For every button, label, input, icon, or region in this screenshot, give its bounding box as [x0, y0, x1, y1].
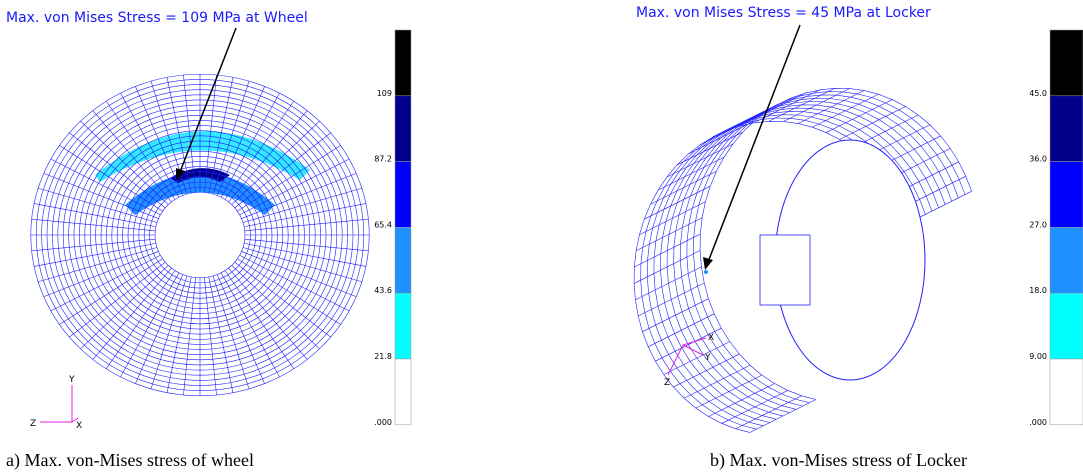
mesh-spoke — [229, 111, 308, 202]
mesh-line — [769, 88, 835, 121]
mesh-ring — [155, 192, 245, 278]
color-bar: 109 87.2 65.4 43.6 21.8 .000 — [374, 30, 411, 427]
arrow-head — [703, 257, 713, 270]
triad-label: Y — [68, 375, 75, 385]
color-bar-label: 109 — [377, 89, 392, 98]
mesh-spoke — [245, 239, 368, 251]
color-bar: 45.0 36.0 27.0 18.0 9.00 .000 — [1029, 30, 1083, 427]
color-bar-label: 65.4 — [374, 220, 392, 229]
color-bar-label: 87.2 — [374, 155, 392, 164]
color-bar-segment — [395, 162, 411, 228]
color-bar-segment — [1050, 293, 1083, 359]
mesh-line — [784, 88, 850, 121]
mesh-spoke — [243, 247, 362, 281]
mesh-spoke — [93, 111, 172, 202]
annotation: Max. von Mises Stress = 45 MPa at Locker — [636, 5, 931, 21]
triad-label: Z — [664, 378, 670, 388]
color-bar-label: 43.6 — [374, 286, 392, 295]
color-bar-segment — [395, 227, 411, 293]
caption: b) Max. von-Mises stress of Locker — [710, 450, 967, 471]
caption: a) Max. von-Mises stress of wheel — [6, 450, 254, 471]
color-bar-segment — [395, 359, 411, 425]
mesh-spoke — [242, 251, 357, 296]
stress-spot — [704, 270, 708, 274]
mesh-spoke — [204, 278, 216, 395]
color-bar-label: 45.0 — [1029, 89, 1047, 98]
color-bar-label: 36.0 — [1029, 155, 1047, 164]
mesh-spoke — [183, 278, 195, 395]
color-bar-segment — [1050, 359, 1083, 425]
color-bar-segment — [1050, 162, 1083, 228]
slot — [760, 235, 810, 305]
color-bar-segment — [1050, 30, 1083, 96]
mesh-spoke — [93, 268, 172, 359]
color-bar-label: 27.0 — [1029, 220, 1047, 229]
color-bar-segment — [395, 30, 411, 96]
mesh-line — [740, 93, 806, 126]
mesh-spoke — [167, 277, 191, 393]
mesh-line — [735, 396, 801, 429]
color-bar-segment — [395, 96, 411, 162]
color-bar-segment — [1050, 227, 1083, 293]
mesh-line — [642, 299, 708, 332]
mesh-spoke — [209, 277, 233, 393]
color-bar-segment — [395, 293, 411, 359]
mesh-spoke — [69, 262, 165, 337]
triad-label: Z — [30, 419, 36, 429]
mesh-spoke — [229, 268, 308, 359]
color-bar-label: 21.8 — [374, 352, 392, 361]
annotation: Max. von Mises Stress = 109 MPa at Wheel — [6, 10, 308, 26]
mesh-line — [635, 267, 701, 300]
figure: Max. von Mises Stress = 109 MPa at Wheel… — [0, 0, 1083, 473]
mesh-line — [684, 365, 750, 398]
mesh-spoke — [32, 219, 155, 231]
mesh-line — [677, 132, 743, 165]
mesh-spoke — [244, 243, 366, 266]
mesh-spoke — [235, 262, 331, 337]
color-bar-label: .000 — [374, 418, 392, 427]
mesh-spoke — [32, 239, 155, 251]
color-bar-segment — [1050, 96, 1083, 162]
mesh-spoke — [245, 219, 368, 231]
mesh-line — [726, 97, 792, 130]
mesh-spoke — [38, 247, 157, 281]
triad-label: X — [708, 333, 714, 343]
triad-label: X — [76, 421, 82, 431]
color-bar-label: 9.00 — [1029, 352, 1047, 361]
color-bar-label: .000 — [1029, 418, 1047, 427]
color-bar-label: 18.0 — [1029, 286, 1047, 295]
locker-mesh — [634, 88, 972, 433]
triad-label: Y — [704, 353, 711, 363]
mesh-spoke — [34, 243, 156, 266]
mesh-line — [813, 94, 879, 127]
mesh-line — [636, 218, 702, 251]
mesh-spoke — [44, 251, 159, 296]
